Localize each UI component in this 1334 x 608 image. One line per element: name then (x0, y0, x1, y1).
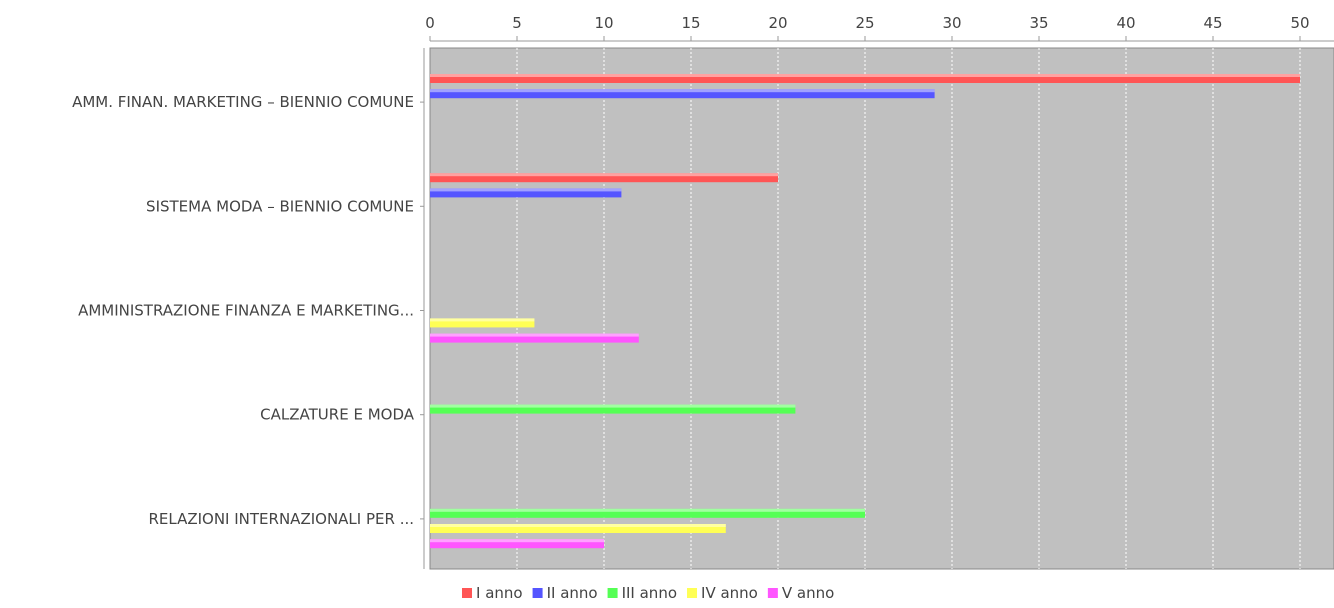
x-tick-label: 35 (1029, 14, 1048, 32)
bars (430, 74, 1300, 549)
legend-swatch (607, 588, 618, 598)
bar-highlight (430, 318, 535, 322)
x-tick-label: 45 (1203, 14, 1222, 32)
x-tick-label: 5 (512, 14, 522, 32)
bar-v-anno (430, 333, 639, 343)
legend-label: III anno (622, 584, 677, 602)
category-label: AMMINISTRAZIONE FINANZA E MARKETING... (78, 302, 414, 320)
category-label: RELAZIONI INTERNAZIONALI PER ... (148, 510, 414, 528)
legend-label: IV anno (701, 584, 758, 602)
gridlines (516, 48, 1301, 569)
legend-swatch (462, 588, 472, 598)
bar-ii-anno (430, 89, 935, 99)
bar-highlight (430, 188, 622, 192)
bar-highlight (430, 508, 865, 512)
bar-highlight (430, 333, 639, 337)
x-tick-label: 0 (425, 14, 435, 32)
bar-iii-anno (430, 404, 796, 414)
x-axis: 0 5 10 15 20 25 30 35 40 45 50 (425, 14, 1334, 42)
legend-swatch (532, 588, 543, 598)
legend-label: V anno (782, 584, 834, 602)
bar-iv-anno (430, 318, 535, 328)
bar-highlight (430, 524, 726, 527)
category-label: AMM. FINAN. MARKETING – BIENNIO COMUNE (72, 93, 414, 111)
bar-highlight (430, 539, 604, 543)
category-label: CALZATURE E MODA (260, 406, 415, 424)
y-axis: AMM. FINAN. MARKETING – BIENNIO COMUNE SI… (72, 48, 425, 569)
bar-i-anno (430, 173, 778, 183)
legend-label: I anno (476, 584, 523, 602)
x-tick-label: 15 (681, 14, 700, 32)
legend-label: II anno (547, 584, 598, 602)
bar-v-anno (430, 539, 604, 549)
bar-i-anno (430, 74, 1300, 83)
x-tick-label: 50 (1290, 14, 1309, 32)
x-tick-label: 10 (594, 14, 613, 32)
bar-ii-anno (430, 188, 622, 198)
plot-area (429, 47, 1334, 570)
x-tick-label: 30 (942, 14, 961, 32)
legend: I anno II anno III anno IV anno V anno (462, 584, 834, 602)
x-tick-label: 25 (855, 14, 874, 32)
bar-highlight (430, 89, 935, 93)
bar-iv-anno (430, 524, 726, 533)
category-label: SISTEMA MODA – BIENNIO COMUNE (146, 197, 414, 215)
bar-highlight (430, 74, 1300, 77)
legend-swatch (767, 588, 778, 598)
bar-iii-anno (430, 508, 865, 518)
x-tick-label: 40 (1116, 14, 1135, 32)
x-tick-label: 20 (768, 14, 787, 32)
bar-highlight (430, 173, 778, 177)
legend-swatch (687, 588, 698, 598)
bar-highlight (430, 404, 796, 408)
